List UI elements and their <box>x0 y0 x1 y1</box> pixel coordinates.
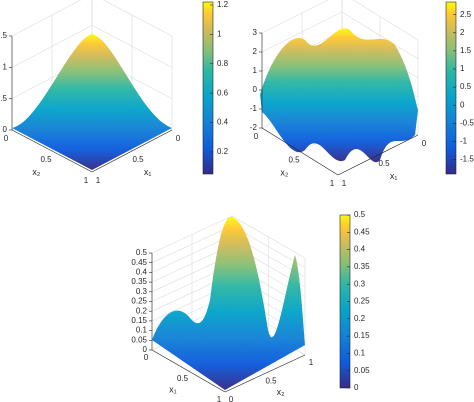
y-tick-label: 0 <box>229 395 234 402</box>
z-tick-label: 0.4 <box>136 268 148 277</box>
x-axis-label: x₁ <box>390 171 398 181</box>
x-tick-label: 0 <box>422 139 427 148</box>
colorbar-tick-label: 1.5 <box>460 46 472 55</box>
colorbar-tick-label: 0.25 <box>354 297 370 306</box>
y-tick-label: 1 <box>84 176 89 185</box>
colorbar-tick-label: 0.5 <box>354 210 366 219</box>
colorbar-tick-label: 0.6 <box>217 88 229 97</box>
colorbar-tick-label: 0.1 <box>354 349 366 358</box>
z-tick-label: 0.15 <box>131 316 147 325</box>
colorbar-tick-label: 0.8 <box>217 59 229 68</box>
colorbar <box>202 1 214 175</box>
axis-line <box>91 129 173 173</box>
z-tick-label: 1 <box>253 66 258 75</box>
x-tick-label: 0 <box>176 134 181 143</box>
x-tick-label: 0.5 <box>378 159 390 168</box>
z-tick-label: -2 <box>250 123 258 132</box>
colorbar-tick-label: 2 <box>460 28 465 37</box>
z-tick-label: 0 <box>143 345 148 354</box>
z-tick-label: 0.3 <box>136 287 148 296</box>
z-tick-label: 0.45 <box>131 258 147 267</box>
y-tick-label: 0.5 <box>265 377 277 386</box>
z-tick-label: 0.2 <box>136 306 148 315</box>
colorbar-tick-label: 0.2 <box>217 147 229 156</box>
colorbar-tick-label: 1 <box>460 64 465 73</box>
x-tick-label: 0.5 <box>132 155 144 164</box>
colorbar-tick-label: -1 <box>460 137 468 146</box>
surface <box>152 216 305 390</box>
colorbar <box>445 1 457 175</box>
z-tick-label: 0.35 <box>131 277 147 286</box>
colorbar-tick-label: 2.5 <box>460 10 472 19</box>
colorbar-tick-label: 0.05 <box>354 366 370 375</box>
z-tick-label: 0.5 <box>136 248 148 257</box>
z-tick-label: 0.5 <box>0 94 8 103</box>
x-tick-label: 0 <box>144 353 149 362</box>
axis-line <box>151 349 226 393</box>
y-axis-label: x₂ <box>277 387 286 397</box>
colorbar-tick-label: -0.5 <box>460 118 474 127</box>
colorbar-tick-label: 0.15 <box>354 331 370 340</box>
surfaces <box>12 28 418 390</box>
colorbar-tick-label: 0 <box>460 100 465 109</box>
z-tick-label: 3 <box>253 28 258 37</box>
axis-line <box>224 354 306 393</box>
y-axis-label: x₂ <box>32 167 41 177</box>
z-tick-label: 0.05 <box>131 335 147 344</box>
colorbar-tick-label: 1 <box>217 29 222 38</box>
colorbar-tick-label: 0.45 <box>354 227 370 236</box>
colorbar-tick-label: 0.3 <box>354 279 366 288</box>
x-tick-label: 1 <box>217 395 222 402</box>
colorbar-tick-label: 0 <box>354 383 359 392</box>
colorbar-tick-label: 0.4 <box>217 118 229 127</box>
z-tick-label: 0 <box>253 85 258 94</box>
x-tick-label: 1 <box>96 176 101 185</box>
surface <box>12 34 172 170</box>
axis-line <box>337 134 419 176</box>
surface <box>260 28 418 163</box>
axis-line <box>11 129 93 173</box>
z-tick-label: 1.5 <box>0 31 8 40</box>
x-axis-label: x₁ <box>169 385 177 395</box>
x-axis-label: x₁ <box>144 167 152 177</box>
y-tick-label: 0.5 <box>40 155 52 164</box>
y-tick-label: 1 <box>330 179 335 188</box>
x-tick-label: 1 <box>342 179 347 188</box>
axis-line <box>261 127 339 176</box>
y-tick-label: 0 <box>4 134 9 143</box>
colorbar-tick-label: -1.5 <box>460 155 474 164</box>
z-tick-label: 1 <box>3 62 8 71</box>
z-tick-label: 0 <box>3 125 8 134</box>
y-axis-label: x₂ <box>280 167 289 177</box>
z-tick-label: -1 <box>250 104 258 113</box>
x-tick-label: 0.5 <box>177 374 189 383</box>
z-tick-label: 0.25 <box>131 297 147 306</box>
colorbar-tick-label: 0.5 <box>460 82 472 91</box>
z-tick-label: 2 <box>253 47 258 56</box>
colorbar-tick-label: 0.35 <box>354 262 370 271</box>
y-tick-label: 1 <box>309 358 314 367</box>
colorbar-tick-label: 1.2 <box>217 0 229 9</box>
y-tick-label: 0.5 <box>288 156 300 165</box>
z-tick-label: 0.1 <box>136 326 148 335</box>
colorbar-tick-label: 0.2 <box>354 314 366 323</box>
colorbar-tick-label: 0.4 <box>354 245 366 254</box>
y-tick-label: 0 <box>254 132 259 141</box>
